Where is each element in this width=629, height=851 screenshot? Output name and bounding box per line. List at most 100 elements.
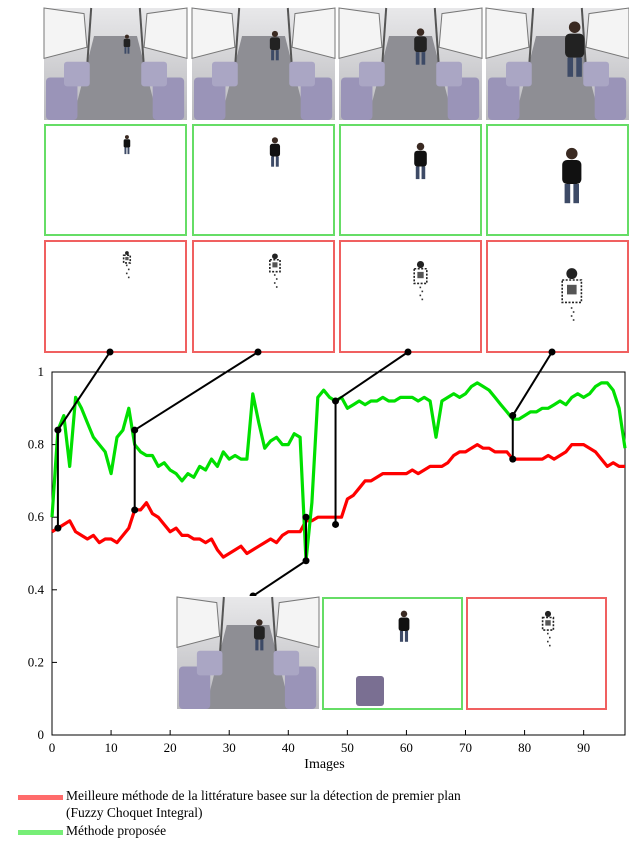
person-leg-right [421, 166, 426, 180]
top-photo-2 [191, 7, 336, 120]
y-tick-label: 0.2 [28, 654, 44, 669]
marker-dot-red [131, 506, 139, 514]
pole-left [233, 7, 241, 70]
mask-noise-dot [572, 311, 575, 313]
frame-border [466, 597, 607, 710]
person-leg-left [271, 156, 275, 167]
person-leg-right [275, 50, 279, 61]
window-right [585, 7, 629, 59]
pole-left [218, 596, 225, 659]
pole-right [286, 7, 294, 70]
aisle-floor [205, 625, 291, 709]
x-tick-label: 80 [518, 740, 531, 755]
green-mask-2 [192, 124, 335, 236]
person-head [416, 28, 425, 36]
x-tick-label: 10 [105, 740, 118, 755]
person-leg-left [564, 184, 571, 204]
mask-silhouette [414, 142, 427, 180]
x-tick-label: 70 [459, 740, 472, 755]
person-leg-right [127, 47, 130, 54]
person-leg-left [415, 166, 420, 180]
person-leg-left [399, 631, 404, 642]
red-mask-3 [339, 240, 482, 353]
window-left [191, 7, 236, 60]
y-tick-label: 0.8 [28, 437, 44, 452]
seat-right-front [152, 77, 185, 120]
seat-left-back [506, 61, 532, 87]
person-torso [414, 150, 427, 167]
mask-torso-fill [272, 262, 278, 268]
x-axis-label: Images [304, 757, 344, 772]
x-tick-label: 0 [49, 740, 56, 755]
x-tick-label: 30 [223, 740, 236, 755]
legend-label-red: Meilleure méthode de la littérature base… [66, 788, 461, 803]
frame-border [486, 124, 629, 236]
window-left [176, 596, 221, 649]
person [414, 28, 427, 65]
person-torso [123, 38, 131, 48]
marker-dot-red [509, 455, 517, 463]
inset-green-mask [322, 597, 463, 710]
person-torso [398, 617, 410, 631]
window-right [291, 7, 336, 60]
person-head [400, 610, 408, 618]
mask-noise-dot [421, 290, 424, 293]
person-leg-left [415, 52, 420, 65]
mask-silhouette [398, 610, 410, 642]
mask-head [544, 610, 552, 617]
mask-noise-dot [275, 286, 278, 288]
mask-noise-dot [127, 276, 130, 279]
frame-border [44, 124, 187, 236]
inset-photo [176, 596, 320, 709]
person-leg-right [573, 184, 579, 204]
mask-noise-dot [549, 644, 551, 647]
frame-border [339, 124, 482, 236]
window-left [338, 7, 383, 60]
mask-noise-dot [572, 319, 575, 321]
mask-noise-dot [273, 282, 276, 284]
marker-dot-red [332, 520, 340, 528]
person [269, 30, 281, 61]
person-leg-left [124, 147, 127, 155]
mask-noise-dot [549, 636, 551, 639]
noisy-silhouette [269, 253, 281, 288]
seat-left-back [196, 650, 223, 676]
seat-left-back [359, 61, 385, 87]
seat-left-back [212, 61, 238, 87]
mask-noise-dot [421, 298, 424, 301]
legend-swatch-green [18, 830, 63, 835]
mask-noise-dot [570, 307, 573, 309]
seat-left-front [341, 77, 373, 120]
frame-connector-dot [106, 348, 114, 356]
mask-torso-fill [417, 271, 424, 279]
x-tick-label: 20 [164, 740, 177, 755]
frame-connector-1 [57, 351, 111, 431]
inset-green-artifact [356, 676, 384, 706]
series-line-green [50, 381, 627, 563]
legend-swatch-red [18, 795, 63, 800]
top-frames [43, 7, 629, 353]
window-right [143, 7, 188, 60]
person [253, 619, 265, 651]
series-line-red [51, 443, 625, 559]
person-torso [269, 143, 281, 157]
person-leg-right [260, 639, 264, 651]
frame-border [322, 597, 463, 710]
top-photo-1 [43, 7, 188, 120]
red-mask-2 [192, 240, 335, 353]
mask-head [416, 260, 425, 269]
noisy-silhouette [413, 260, 428, 301]
mask-noise-dot [125, 264, 128, 267]
person [123, 34, 131, 54]
mask-noise-dot [419, 286, 422, 289]
inset-red-mask [466, 597, 607, 710]
window-right [438, 7, 483, 60]
person-head [271, 30, 278, 38]
seat-right-back [583, 61, 609, 87]
x-tick-label: 50 [341, 740, 354, 755]
mask-torso-fill [567, 284, 577, 295]
legend-item-red-line2: (Fuzzy Choquet Integral) [66, 805, 202, 821]
mask-silhouette [269, 137, 281, 167]
